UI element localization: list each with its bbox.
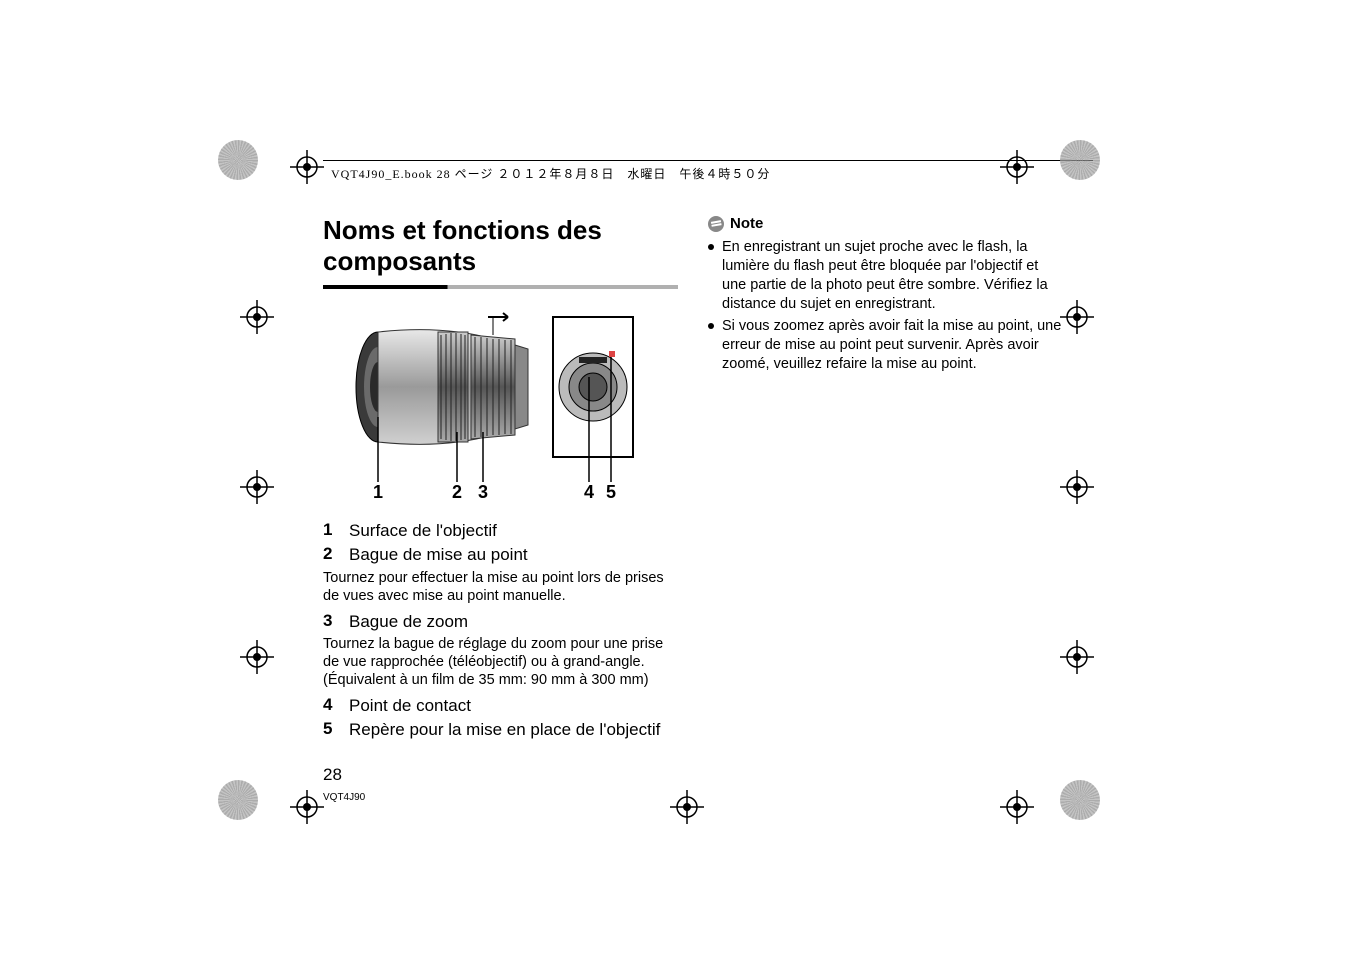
list-item: 3Bague de zoom	[323, 611, 678, 633]
registration-mark-icon	[290, 790, 324, 824]
list-item-number: 3	[323, 611, 349, 631]
diagram-callout-1: 1	[373, 482, 383, 503]
registration-mark-icon	[1000, 150, 1034, 184]
list-item-description: Tournez la bague de réglage du zoom pour…	[323, 635, 678, 689]
header-rule	[323, 160, 1093, 161]
corner-pattern-icon	[218, 780, 258, 820]
registration-mark-icon	[1060, 640, 1094, 674]
section-heading: Noms et fonctions des composants	[323, 215, 678, 277]
component-list: 1Surface de l'objectif2Bague de mise au …	[323, 520, 678, 741]
corner-pattern-icon	[218, 140, 258, 180]
list-item-label: Repère pour la mise en place de l'object…	[349, 719, 660, 741]
document-code: VQT4J90	[323, 792, 365, 803]
note-bullets: En enregistrant un sujet proche avec le …	[708, 238, 1063, 374]
bullet-dot-icon	[708, 244, 714, 250]
registration-mark-icon	[240, 470, 274, 504]
lens-diagram: 1 2 3 4 5	[323, 307, 643, 502]
registration-mark-icon	[290, 150, 324, 184]
diagram-callout-3: 3	[478, 482, 488, 503]
bullet-dot-icon	[708, 323, 714, 329]
diagram-callout-5: 5	[606, 482, 616, 503]
corner-pattern-icon	[1060, 780, 1100, 820]
list-item-number: 1	[323, 520, 349, 540]
registration-mark-icon	[240, 300, 274, 334]
list-item-number: 5	[323, 719, 349, 739]
list-item: 4Point de contact	[323, 695, 678, 717]
bullet-text: En enregistrant un sujet proche avec le …	[722, 238, 1063, 313]
note-title: Note	[730, 215, 763, 232]
registration-mark-icon	[1000, 790, 1034, 824]
registration-mark-icon	[1060, 300, 1094, 334]
page-number: 28	[323, 765, 342, 785]
diagram-callout-4: 4	[584, 482, 594, 503]
list-item-label: Point de contact	[349, 695, 471, 717]
list-item-label: Surface de l'objectif	[349, 520, 497, 542]
note-header: Note	[708, 215, 1063, 232]
bullet-text: Si vous zoomez après avoir fait la mise …	[722, 317, 1063, 374]
registration-mark-icon	[240, 640, 274, 674]
manual-page: VQT4J90_E.book 28 ページ ２０１２年８月８日 水曜日 午後４時…	[323, 135, 1093, 775]
lens-illustration	[323, 307, 643, 502]
heading-underline	[323, 285, 678, 289]
corner-pattern-icon	[1060, 140, 1100, 180]
list-item: 2Bague de mise au point	[323, 544, 678, 566]
registration-mark-icon	[670, 790, 704, 824]
header-metadata: VQT4J90_E.book 28 ページ ２０１２年８月８日 水曜日 午後４時…	[331, 165, 770, 182]
list-item-label: Bague de zoom	[349, 611, 468, 633]
list-item-number: 2	[323, 544, 349, 564]
list-item: 1Surface de l'objectif	[323, 520, 678, 542]
list-item: 5Repère pour la mise en place de l'objec…	[323, 719, 678, 741]
note-icon	[708, 216, 724, 232]
list-item-label: Bague de mise au point	[349, 544, 528, 566]
list-item-number: 4	[323, 695, 349, 715]
left-column: Noms et fonctions des composants	[323, 215, 678, 743]
note-bullet: Si vous zoomez après avoir fait la mise …	[708, 317, 1063, 374]
registration-mark-icon	[1060, 470, 1094, 504]
diagram-callout-2: 2	[452, 482, 462, 503]
list-item-description: Tournez pour effectuer la mise au point …	[323, 569, 678, 605]
right-column: Note En enregistrant un sujet proche ave…	[708, 215, 1063, 743]
note-bullet: En enregistrant un sujet proche avec le …	[708, 238, 1063, 313]
content-columns: Noms et fonctions des composants	[323, 215, 1093, 743]
